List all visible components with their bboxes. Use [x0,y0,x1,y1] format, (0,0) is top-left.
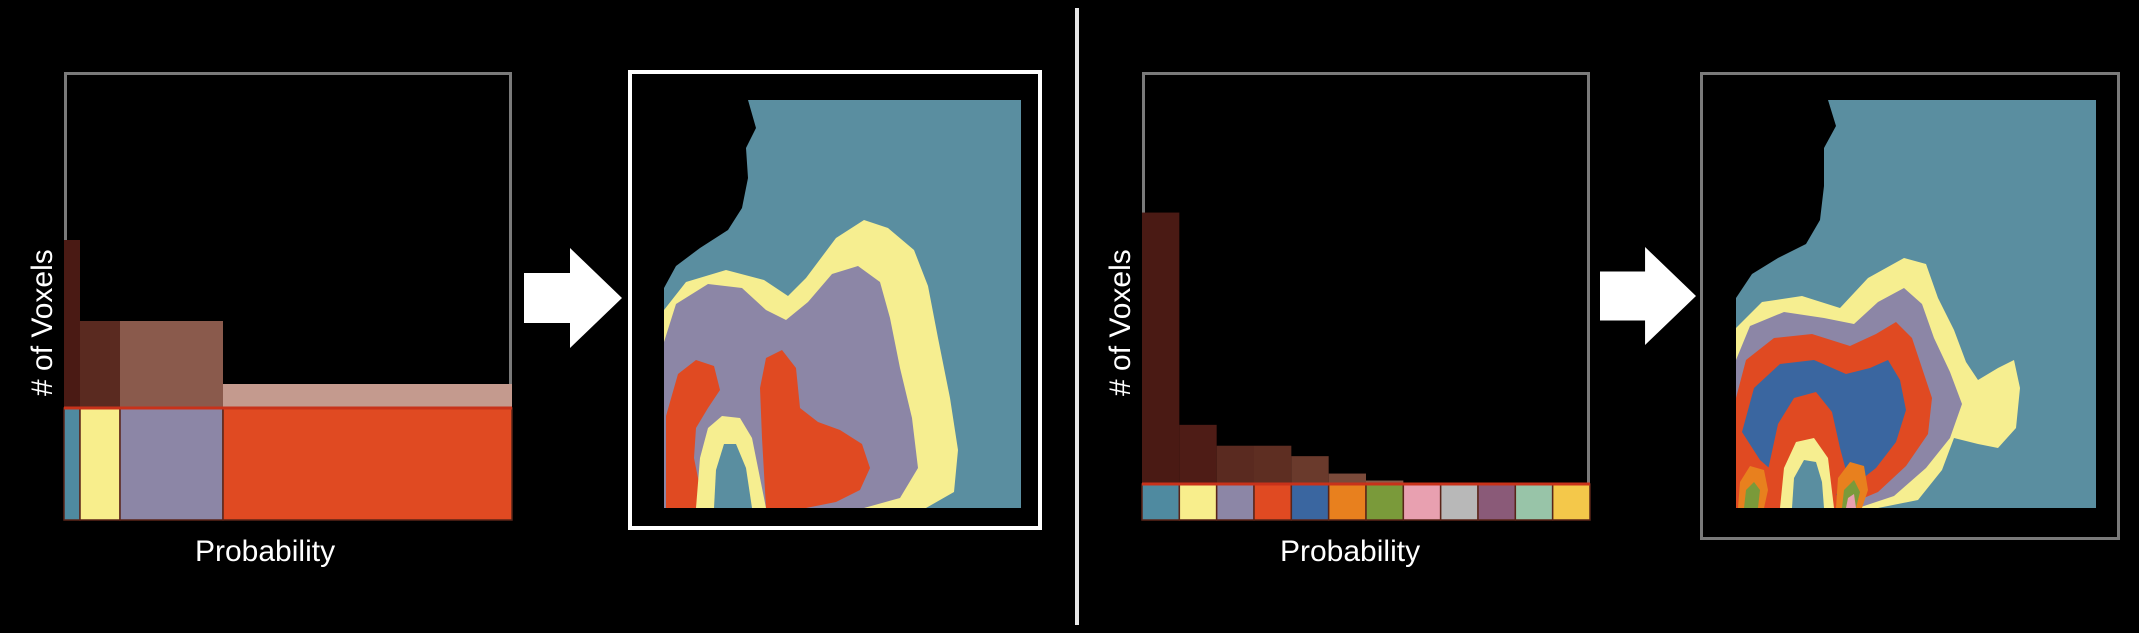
left-y-axis-label: # of Voxels [26,249,59,396]
histogram-bar [1179,424,1217,484]
left-segmentation-map [664,100,1021,508]
left-map-region-red-a [666,360,720,508]
histogram-class-strip [1290,483,1330,521]
right-map-region-inner-blue [1792,460,1824,508]
left-panel: # of Voxels Probability [26,70,1042,568]
histogram-bar [64,240,80,408]
right-map-region-green-a [1744,482,1760,508]
left-x-axis-label: Probability [195,535,336,568]
histogram-class-strip [222,407,513,521]
histogram-bar [1328,473,1366,484]
histogram-bar [1142,212,1180,484]
histogram-class-strip [1215,483,1255,521]
right-output-frame [1700,72,2120,540]
histogram-bar [1216,445,1254,484]
histogram-class-strip [1514,483,1554,521]
left-map-region-blue-inner [714,444,752,508]
right-map-region-green-b [1842,480,1860,508]
histogram-class-strip [1253,483,1293,521]
histogram-class-strip [1327,483,1367,521]
left-map-region-red-b [760,350,870,508]
left-histogram [63,240,513,521]
right-arrow-icon [1600,247,1696,345]
histogram-class-strip [63,407,81,521]
histogram-class-strip [1551,483,1591,521]
right-arrow-icon [524,248,622,348]
histogram-bar [80,321,120,408]
right-histogram [1141,212,1591,521]
right-x-axis-label: Probability [1280,535,1421,568]
histogram-class-strip [1178,483,1218,521]
histogram-class-strip [1141,483,1181,521]
histogram-class-strip [1477,483,1517,521]
histogram-class-strip [1439,483,1479,521]
right-panel: # of Voxels Probability [1080,0,2139,633]
right-segmentation-map [1736,100,2096,508]
panel-divider [1075,8,1079,625]
right-y-axis-label: # of Voxels [1104,249,1137,396]
histogram-class-strip [119,407,224,521]
right-map-region-pink [1846,494,1856,508]
histogram-bar [1366,480,1404,484]
histogram-class-strip [1402,483,1442,521]
histogram-class-strip [79,407,121,521]
histogram-bar [1254,445,1292,484]
histogram-class-strip [1365,483,1405,521]
left-output-frame [628,70,1042,530]
histogram-bar [223,384,512,408]
histogram-bar [120,321,223,408]
histogram-bar [1291,456,1329,484]
